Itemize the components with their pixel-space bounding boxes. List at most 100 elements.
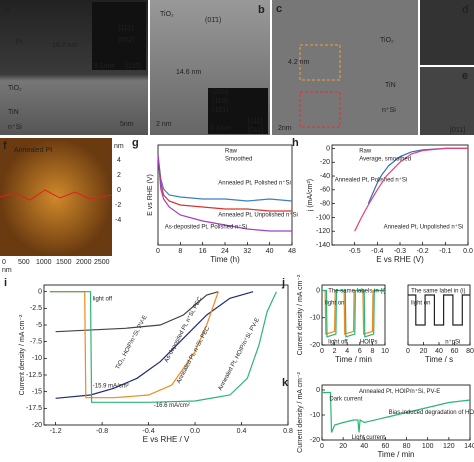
y-tick-label: -12.5: [26, 372, 42, 379]
afm-image: [0, 138, 112, 256]
x-tick-label: 60: [451, 348, 459, 355]
x-tick-label: 80: [466, 348, 474, 355]
panel-label: d: [462, 4, 469, 16]
image-label: [011]: [248, 127, 263, 134]
image-label: 18.2 nm: [52, 42, 77, 49]
y-tick-label: -17.5: [26, 405, 42, 412]
x-tick-label: 16: [199, 248, 207, 255]
image-label: 2500: [94, 259, 110, 266]
annotation: light off: [328, 340, 348, 346]
y-tick-label: -100: [316, 214, 330, 221]
y-tick-label: -15: [32, 389, 42, 396]
profile-line: [0, 189, 113, 201]
annotation: light off: [93, 297, 113, 303]
panel-label: c: [276, 3, 282, 15]
series-label: As-deposited Pt, Polished n⁺Si: [165, 224, 247, 231]
x-tick-label: 8: [370, 348, 374, 355]
x-tick-label: -0.4: [371, 248, 383, 255]
image-label: TiN: [8, 109, 19, 116]
annotation: Raw: [225, 149, 238, 155]
panel-label: h: [292, 137, 299, 149]
x-tick-label: 48: [288, 248, 296, 255]
y-tick-label: -80: [320, 200, 330, 207]
image-label: n⁺Si: [382, 107, 396, 114]
y-axis-label: Current density / mA cm⁻²: [297, 274, 304, 355]
series-line: [408, 294, 470, 326]
image-label: Annealed Pt: [14, 147, 52, 154]
annotation: Dark current: [329, 396, 362, 402]
y-axis-label: Current density / mA cm⁻²: [297, 371, 304, 452]
x-axis-label: Time / min: [335, 355, 372, 364]
image-label: nm: [114, 143, 124, 150]
y-tick-label: -20: [32, 422, 42, 429]
image-label: 0: [2, 259, 6, 266]
x-tick-label: 6: [358, 348, 362, 355]
image-label: [111]: [248, 118, 263, 125]
y-tick-label: 0: [38, 289, 42, 296]
series-line: [322, 391, 471, 433]
image-label: Pt: [16, 39, 23, 46]
y-tick-label: -2.5: [30, 305, 42, 312]
panel-label: j: [281, 277, 285, 289]
y-tick-label: -20: [310, 342, 320, 349]
y-tick-label: -7.5: [30, 339, 42, 346]
image-label: (111): [118, 25, 133, 32]
image-label: -2: [115, 202, 121, 209]
x-tick-label: 80: [403, 443, 411, 450]
x-axis-label: Time / min: [377, 450, 414, 459]
annotation: n⁺pSi: [445, 339, 460, 346]
annotation: The same labels in (i): [328, 289, 385, 295]
annotation: Smoothed: [225, 157, 252, 163]
x-tick-label: -0.2: [417, 248, 429, 255]
image-label: 2000: [76, 259, 92, 266]
x-tick-label: 0.4: [237, 428, 247, 435]
x-tick-label: 8: [178, 248, 182, 255]
y-tick-label: 0: [316, 287, 320, 294]
image-label: TiO₂: [160, 11, 174, 18]
image-label: (01̄1): [205, 17, 221, 24]
fft-image-d: [420, 0, 474, 65]
panel-label: g: [132, 137, 139, 149]
image-label: [011]: [450, 127, 465, 134]
image-label: (002): [118, 37, 134, 44]
panel-label: f: [3, 140, 7, 152]
y-tick-label: -10: [310, 315, 320, 322]
series-label: TiO₂, HOIP/n⁺Si, PV-E: [114, 314, 148, 371]
image-label: 2 nm: [156, 121, 172, 128]
y-axis-label: j (mA/cm²): [307, 179, 314, 212]
image-label: 5 1/nm: [210, 125, 232, 132]
series-line: [55, 291, 219, 333]
series-line: [354, 147, 468, 232]
y-tick-label: 0: [326, 145, 330, 152]
x-tick-label: 100: [422, 443, 434, 450]
y-axis-label: Current density / mA cm⁻²: [19, 314, 26, 395]
tem-image-c: [272, 0, 418, 135]
image-label: -4: [115, 217, 121, 224]
image-label: 1500: [56, 259, 72, 266]
y-tick-label: -60: [320, 187, 330, 194]
series-label: Annealed Pt, Polished n⁺Si: [335, 177, 408, 184]
series-line: [322, 289, 385, 338]
annotation: Average, smoothed: [359, 157, 411, 163]
y-tick-label: -120: [316, 228, 330, 235]
panel-label: a: [4, 3, 11, 15]
x-tick-label: 32: [243, 248, 251, 255]
series-line: [322, 289, 385, 335]
x-axis-label: E vs RHE / V: [143, 435, 190, 444]
y-tick-label: -20: [320, 159, 330, 166]
image-label: 0: [117, 187, 121, 194]
image-label: (200): [212, 89, 228, 96]
x-tick-label: 40: [435, 348, 443, 355]
series-line: [157, 154, 293, 202]
image-label: 5nm: [120, 121, 134, 128]
x-tick-label: 0: [320, 443, 324, 450]
region-box: [299, 44, 341, 81]
x-tick-label: 0: [406, 348, 410, 355]
y-tick-label: -10: [310, 412, 320, 419]
annotation: Annealed Pt, HOIP/n⁺Si, PV-E: [359, 388, 440, 395]
image-label: [110]: [126, 63, 141, 70]
annotation: The same label in (i): [411, 289, 465, 295]
fft-inset: [208, 88, 268, 134]
region-box: [299, 91, 341, 128]
x-tick-label: -0.8: [96, 428, 108, 435]
